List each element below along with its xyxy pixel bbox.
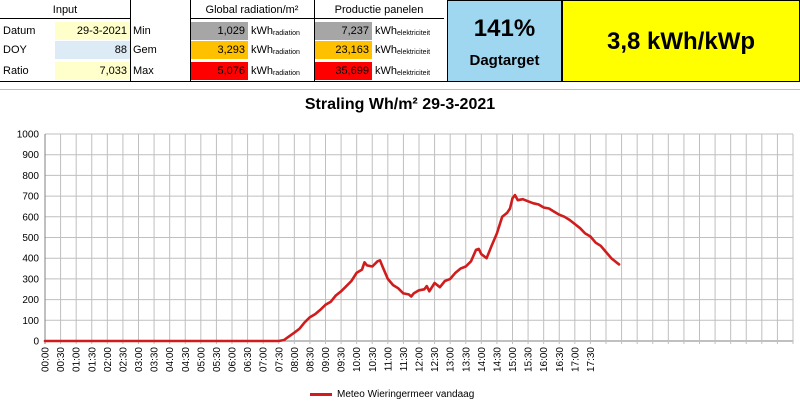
radiation-header: Global radiation/m² — [190, 1, 314, 19]
radiation-max-value: 5,076 — [190, 62, 248, 80]
table-divider — [190, 0, 191, 82]
x-tick-label: 17:30 — [586, 347, 597, 372]
x-tick-label: 10:30 — [368, 347, 379, 372]
x-tick-label: 07:00 — [259, 347, 270, 372]
y-tick-label: 0 — [33, 337, 39, 348]
x-tick-label: 14:30 — [492, 347, 503, 372]
x-tick-label: 11:00 — [383, 347, 394, 372]
input-value-datum: 29-3-2021 — [55, 22, 130, 40]
x-tick-label: 02:30 — [118, 347, 129, 372]
x-tick-label: 10:00 — [352, 347, 363, 372]
radiation-min-unit: kWhradiation — [251, 25, 300, 37]
x-tick-label: 00:00 — [41, 347, 52, 372]
legend-swatch — [310, 393, 332, 396]
production-header: Productie panelen — [314, 1, 444, 19]
y-axis-ticks: 0 100 200 300 400 500 600 700 800 900 1000 — [17, 130, 40, 348]
x-tick-label: 05:30 — [212, 347, 223, 372]
y-tick-label: 300 — [22, 274, 39, 285]
radiation-gem-unit: kWhradiation — [251, 44, 300, 56]
table-divider — [130, 0, 131, 82]
x-tick-label: 03:30 — [150, 347, 161, 372]
x-tick-label: 04:00 — [165, 347, 176, 372]
production-gem-value: 23,163 — [314, 41, 372, 59]
input-header: Input — [0, 1, 130, 19]
row-label-ratio: Ratio — [3, 65, 29, 77]
x-tick-label: 05:00 — [196, 347, 207, 372]
x-tick-label: 15:30 — [524, 347, 535, 372]
x-tick-label: 13:30 — [461, 347, 472, 372]
production-max-unit: kWhelektriciteit — [375, 65, 431, 77]
x-tick-label: 13:00 — [446, 347, 457, 372]
day-target-box: 141% Dagtarget — [447, 0, 562, 82]
x-tick-label: 12:00 — [415, 347, 426, 372]
x-tick-label: 02:00 — [103, 347, 114, 372]
x-axis-ticks: 00:00 00:30 01:00 01:30 02:00 02:30 03:00 03:30… — [41, 347, 597, 372]
y-tick-label: 1000 — [17, 130, 40, 141]
x-tick-label: 03:00 — [134, 347, 145, 372]
x-tick-label: 11:30 — [399, 347, 410, 372]
x-tick-label: 08:00 — [290, 347, 301, 372]
y-tick-label: 500 — [22, 233, 39, 244]
row-label-doy: DOY — [3, 44, 27, 56]
x-tick-label: 07:30 — [274, 347, 285, 372]
table-divider — [0, 81, 447, 82]
radiation-min-value: 1,029 — [190, 22, 248, 40]
x-tick-label: 17:00 — [570, 347, 581, 372]
x-tick-label: 01:30 — [87, 347, 98, 372]
radiation-gem-value: 3,293 — [190, 41, 248, 59]
x-tick-label: 12:30 — [430, 347, 441, 372]
y-tick-label: 700 — [22, 192, 39, 203]
y-tick-label: 900 — [22, 150, 39, 161]
chart-area — [0, 89, 800, 419]
x-tick-label: 14:00 — [477, 347, 488, 372]
production-max-value: 35,699 — [314, 62, 372, 80]
radiation-max-unit: kWhradiation — [251, 65, 300, 77]
y-tick-label: 200 — [22, 295, 39, 306]
day-target-percentage: 141% — [473, 15, 536, 42]
x-tick-label: 04:30 — [181, 347, 192, 372]
x-tick-label: 16:30 — [555, 347, 566, 372]
row-label-datum: Datum — [3, 25, 36, 37]
x-tick-label: 01:00 — [72, 347, 83, 372]
y-tick-label: 400 — [22, 254, 39, 265]
input-value-ratio: 7,033 — [55, 62, 130, 80]
stat-label-min: Min — [133, 25, 151, 37]
x-tick-label: 06:00 — [228, 347, 239, 372]
specific-yield-box: 3,8 kWh/kWp — [562, 0, 800, 82]
y-tick-label: 100 — [22, 316, 39, 327]
stat-label-gem: Gem — [133, 44, 157, 56]
day-target-caption: Dagtarget — [469, 52, 540, 69]
y-tick-label: 600 — [22, 212, 39, 223]
production-min-unit: kWhelektriciteit — [375, 25, 431, 37]
y-tick-label: 800 — [22, 171, 39, 182]
x-tick-label: 16:00 — [539, 347, 550, 372]
x-tick-label: 09:30 — [337, 347, 348, 372]
x-tick-label: 06:30 — [243, 347, 254, 372]
input-value-doy: 88 — [55, 41, 130, 59]
x-tick-label: 08:30 — [305, 347, 316, 372]
x-tick-label: 15:00 — [508, 347, 519, 372]
summary-table: Input Global radiation/m² Productie pane… — [0, 0, 800, 88]
production-min-value: 7,237 — [314, 22, 372, 40]
chart-grid — [44, 133, 794, 344]
chart-legend: Meteo Wieringermeer vandaag — [310, 389, 474, 400]
table-divider — [314, 0, 315, 82]
legend-label: Meteo Wieringermeer vandaag — [337, 389, 475, 400]
stat-label-max: Max — [133, 65, 154, 77]
radiation-series-line — [43, 193, 621, 343]
x-tick-label: 09:00 — [321, 347, 332, 372]
x-tick-label: 00:30 — [56, 347, 67, 372]
chart-title: Straling Wh/m² 29-3-2021 — [304, 96, 496, 113]
production-gem-unit: kWhelektriciteit — [375, 44, 431, 56]
